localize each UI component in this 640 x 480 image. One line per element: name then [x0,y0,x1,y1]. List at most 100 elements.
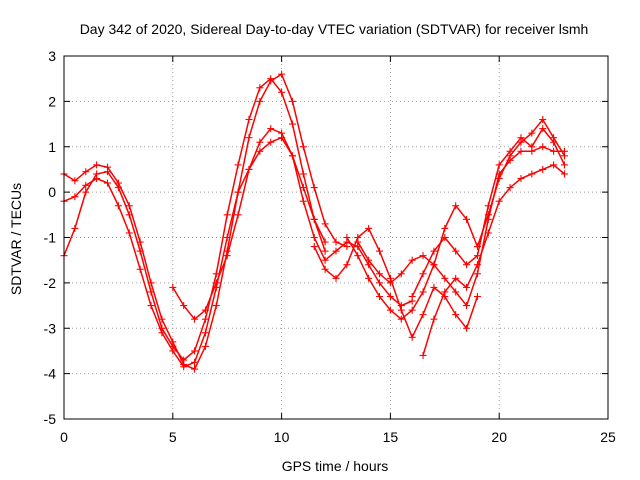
data-point [136,238,144,246]
data-point [125,202,133,210]
x-tick-label: 20 [491,429,507,445]
data-point [82,168,90,176]
data-point [441,288,449,296]
x-tick-label: 15 [383,429,399,445]
y-tick-label: 1 [48,139,56,155]
data-point [397,315,405,323]
series-line [422,164,565,356]
data-point [191,315,199,323]
plot-frame [63,55,609,420]
data-point [332,274,340,282]
data-point [354,238,362,246]
x-tick-label: 0 [60,429,68,445]
data-point [550,147,558,155]
data-point [267,77,275,85]
y-tick-label: 0 [48,184,56,200]
data-point [430,283,438,291]
data-point [560,147,568,155]
data-point [528,147,536,155]
y-tick-label: -5 [44,411,57,427]
data-point [212,302,220,310]
data-point [441,234,449,241]
series-sat-i [354,143,568,310]
data-point [82,188,90,196]
data-point [201,315,209,323]
data-point [191,347,199,355]
data-point [463,215,471,223]
data-point [419,270,427,278]
data-point [288,120,296,128]
data-point [517,147,525,155]
series-line [313,227,479,340]
y-tick-label: -4 [44,366,57,382]
data-point [71,177,79,185]
data-point [104,179,112,187]
data-point [278,129,286,137]
data-point [310,243,318,251]
data-point [234,188,242,196]
data-point [452,288,460,296]
data-point [528,170,536,178]
data-point [278,88,286,96]
x-tick-label: 25 [600,429,616,445]
data-point [441,274,449,282]
data-point [376,279,384,287]
data-point [201,306,209,314]
data-point [299,170,307,178]
data-point [365,274,373,282]
data-point [71,193,79,201]
data-point [234,161,242,169]
data-point [267,138,275,146]
series-sat-c [60,134,329,371]
data-point [278,70,286,78]
data-point [299,197,307,205]
data-point [506,156,514,164]
data-point [386,306,394,314]
data-point [430,315,438,323]
data-point [473,270,481,278]
data-point [310,234,318,241]
data-point [201,342,209,350]
data-point [463,324,471,332]
data-point [408,333,416,341]
data-point [506,147,514,155]
data-point [343,261,351,269]
data-point [463,261,471,269]
data-point [473,292,481,300]
series-line [63,73,348,371]
data-point [560,161,568,169]
data-point [288,97,296,105]
data-point [245,165,253,173]
data-point [452,274,460,282]
data-point [528,129,536,137]
data-point [408,292,416,300]
data-point [419,288,427,296]
data-point [321,220,329,228]
data-point [321,256,329,264]
data-point [245,116,253,124]
data-point [539,125,547,133]
data-point [376,247,384,255]
data-point [321,247,329,255]
data-point [93,161,101,169]
data-point [180,363,188,371]
data-point [419,311,427,319]
data-point [343,234,351,241]
y-tick-label: 2 [48,93,56,109]
data-point [310,215,318,223]
y-tick-label: -3 [44,320,57,336]
data-point [463,283,471,291]
data-point [256,147,264,155]
data-point [452,311,460,319]
data-point [539,165,547,173]
data-point [82,181,90,189]
data-point [158,315,166,323]
data-point [419,252,427,260]
data-point [517,175,525,183]
data-point [365,256,373,264]
data-point [93,175,101,183]
data-point [452,247,460,255]
data-point [550,138,558,146]
data-point [180,302,188,310]
tick-labels: 0 5 10 15 20 25 -5 -4 -3 -2 -1 0 1 2 3 [44,48,616,445]
